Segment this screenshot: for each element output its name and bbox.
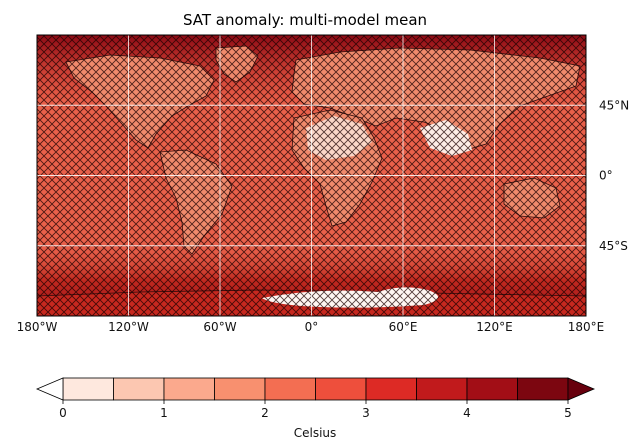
colorbar-cell bbox=[214, 377, 266, 401]
colorbar-cell bbox=[62, 377, 114, 401]
colorbar-cell bbox=[315, 377, 367, 401]
colorbar-tick-label: 2 bbox=[261, 406, 269, 420]
gridlines bbox=[37, 35, 586, 316]
colorbar-cell bbox=[365, 377, 417, 401]
longitude-label: 60°E bbox=[389, 320, 418, 334]
longitude-labels: 180°W 120°W 60°W 0° 60°E 120°E 180°E bbox=[17, 320, 605, 334]
colorbar-label: Celsius bbox=[294, 426, 337, 440]
latitude-label: 45°N bbox=[599, 98, 629, 112]
colorbar-under-extension bbox=[35, 377, 64, 401]
colorbar-cell bbox=[264, 377, 316, 401]
colorbar-tick-label: 4 bbox=[463, 406, 471, 420]
latitude-labels: 45°N 0° 45°S bbox=[599, 98, 629, 253]
map-frame bbox=[36, 34, 587, 317]
colorbar-cell bbox=[466, 377, 518, 401]
colorbar: 0 1 2 3 4 5 Celsius bbox=[35, 377, 596, 440]
colorbar-tick-label: 3 bbox=[362, 406, 370, 420]
colorbar-cell bbox=[113, 377, 165, 401]
longitude-label: 0° bbox=[305, 320, 319, 334]
latitude-label: 45°S bbox=[599, 239, 628, 253]
colorbar-tick-label: 0 bbox=[59, 406, 67, 420]
longitude-label: 120°E bbox=[476, 320, 513, 334]
longitude-label: 180°W bbox=[17, 320, 58, 334]
longitude-label: 180°E bbox=[568, 320, 605, 334]
longitude-label: 60°W bbox=[203, 320, 236, 334]
colorbar-cell bbox=[517, 377, 569, 401]
longitude-label: 120°W bbox=[108, 320, 149, 334]
colorbar-over-extension bbox=[567, 377, 596, 401]
colorbar-cell bbox=[163, 377, 215, 401]
latitude-label: 0° bbox=[599, 169, 613, 183]
colorbar-tick-label: 1 bbox=[160, 406, 168, 420]
map-title: SAT anomaly: multi-model mean bbox=[183, 11, 427, 29]
colorbar-tick-label: 5 bbox=[564, 406, 572, 420]
map-area bbox=[37, 35, 586, 316]
colorbar-cell bbox=[416, 377, 468, 401]
